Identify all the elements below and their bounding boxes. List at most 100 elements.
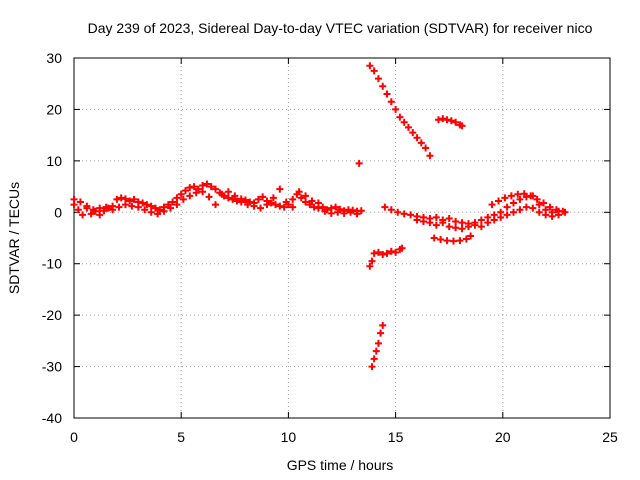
data-point	[407, 211, 415, 219]
data-point	[490, 216, 498, 224]
data-point	[419, 218, 427, 226]
data-point	[321, 207, 329, 215]
data-point	[186, 184, 194, 192]
data-point	[381, 203, 389, 211]
data-point	[426, 219, 434, 227]
data-point	[409, 129, 417, 137]
data-point	[340, 209, 348, 217]
data-point	[462, 235, 470, 243]
data-point	[449, 237, 457, 245]
data-point	[430, 234, 438, 242]
data-point	[400, 118, 408, 126]
data-point	[224, 188, 232, 196]
y-tick-label: 10	[46, 153, 62, 169]
data-point	[244, 201, 252, 209]
data-point	[510, 199, 518, 207]
data-point	[302, 198, 310, 206]
data-point	[383, 90, 391, 98]
data-point	[398, 244, 406, 252]
data-point	[439, 219, 447, 227]
data-point	[445, 223, 453, 231]
data-point	[190, 183, 198, 191]
data-point	[113, 195, 121, 203]
data-point	[173, 201, 181, 209]
data-point	[79, 211, 87, 219]
data-point	[510, 208, 518, 216]
data-point	[169, 198, 177, 206]
y-tick-label: 0	[54, 204, 62, 220]
x-tick-label: 15	[388, 429, 404, 445]
data-point	[516, 195, 524, 203]
data-point	[542, 211, 550, 219]
data-point	[160, 207, 168, 215]
data-point	[173, 194, 181, 202]
data-point	[434, 116, 442, 124]
data-point	[141, 206, 149, 214]
data-point	[374, 75, 382, 83]
data-point	[370, 67, 378, 75]
data-point	[387, 206, 395, 214]
data-point	[495, 197, 503, 205]
data-point	[70, 195, 78, 203]
data-point	[177, 190, 185, 198]
data-point	[379, 321, 387, 329]
data-point	[374, 248, 382, 256]
y-tick-label: -30	[42, 359, 62, 375]
data-point	[527, 192, 535, 200]
series-negative-dip-arc	[366, 244, 406, 270]
data-point	[218, 190, 226, 198]
data-point	[370, 355, 378, 363]
data-point	[334, 208, 342, 216]
data-point	[186, 192, 194, 200]
data-point	[471, 221, 479, 229]
series-steep-negative-arc	[368, 321, 387, 371]
data-point	[126, 197, 134, 205]
data-point	[327, 209, 335, 217]
data-point	[308, 197, 316, 205]
data-point	[109, 206, 117, 214]
data-point	[432, 213, 440, 221]
data-point	[353, 210, 361, 218]
data-point	[372, 347, 380, 355]
data-point	[164, 201, 172, 209]
data-point	[297, 194, 305, 202]
data-point	[392, 105, 400, 113]
data-point	[394, 208, 402, 216]
data-point	[443, 237, 451, 245]
data-point	[166, 204, 174, 212]
data-point	[458, 219, 466, 227]
y-tick-label: -20	[42, 307, 62, 323]
data-point	[355, 159, 363, 167]
data-point	[224, 194, 232, 202]
data-point	[374, 339, 382, 347]
data-point	[194, 185, 202, 193]
data-point	[379, 250, 387, 258]
y-tick-label: -40	[42, 410, 62, 426]
data-point	[477, 223, 485, 231]
x-tick-label: 25	[602, 429, 618, 445]
data-point	[229, 195, 237, 203]
data-point	[379, 82, 387, 90]
data-point	[396, 113, 404, 121]
data-point	[272, 201, 280, 209]
data-point	[548, 212, 556, 220]
data-point	[535, 201, 543, 209]
data-point	[439, 115, 447, 123]
data-point	[310, 203, 318, 211]
data-point	[199, 182, 207, 190]
data-point	[400, 210, 408, 218]
data-point	[456, 237, 464, 245]
data-point	[458, 225, 466, 233]
data-point	[387, 98, 395, 106]
y-tick-label: 20	[46, 101, 62, 117]
data-point	[269, 194, 277, 202]
data-point	[96, 211, 104, 219]
data-point	[477, 216, 485, 224]
data-point	[368, 363, 376, 371]
data-point	[413, 134, 421, 142]
data-point	[289, 195, 297, 203]
x-tick-label: 5	[177, 429, 185, 445]
data-point	[426, 152, 434, 160]
data-point	[117, 194, 125, 202]
data-point	[484, 219, 492, 227]
